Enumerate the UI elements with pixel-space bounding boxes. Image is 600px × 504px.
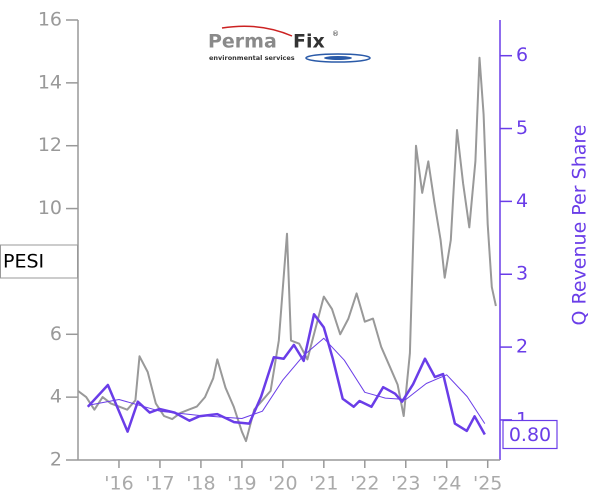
x-tick-label: '22	[350, 473, 379, 495]
ticker-label: PESI	[3, 251, 44, 273]
y2-tick-label: 5	[516, 117, 528, 139]
y2-tick-label: 2	[516, 336, 528, 358]
value-label: 0.80	[509, 424, 551, 446]
logo-ellipse	[305, 53, 371, 63]
x-tick-label: '18	[186, 473, 215, 495]
x-tick-label: '19	[227, 473, 256, 495]
series-line	[87, 337, 486, 424]
ticker-box	[0, 244, 78, 279]
x-tick-label: '17	[145, 473, 174, 495]
x-tick-label: '16	[104, 473, 133, 495]
y-tick-label: 6	[50, 323, 62, 345]
series-line	[86, 313, 486, 436]
y2-tick-label: 3	[516, 263, 528, 285]
logo: Perma Fix ® environmental services	[208, 25, 371, 63]
x-tick-label: '24	[432, 473, 461, 495]
y-tick-label: 12	[38, 134, 62, 156]
y-tick-label: 16	[38, 9, 62, 31]
logo-ellipse	[324, 56, 352, 60]
x-tick-label: '21	[309, 473, 338, 495]
logo-tagline: environmental services	[209, 54, 295, 62]
value-label-box	[502, 419, 558, 450]
y-tick-label: 4	[50, 386, 62, 408]
y2-axis-label: Q Revenue Per Share	[569, 125, 591, 326]
y-tick-label: 2	[50, 449, 62, 471]
x-tick-label: '20	[268, 473, 297, 495]
y2-tick-label: 6	[516, 44, 528, 66]
x-tick-label: '25	[473, 473, 502, 495]
y-tick-label: 10	[38, 197, 62, 219]
logo-text: Fix	[293, 31, 325, 53]
logo-text: Perma	[208, 31, 277, 53]
logo-swoosh	[221, 25, 293, 37]
series-line	[77, 56, 497, 443]
logo-text: ®	[332, 30, 339, 38]
y-tick-label: 14	[38, 71, 62, 93]
y2-tick-label: 4	[516, 190, 528, 212]
x-tick-label: '23	[391, 473, 420, 495]
